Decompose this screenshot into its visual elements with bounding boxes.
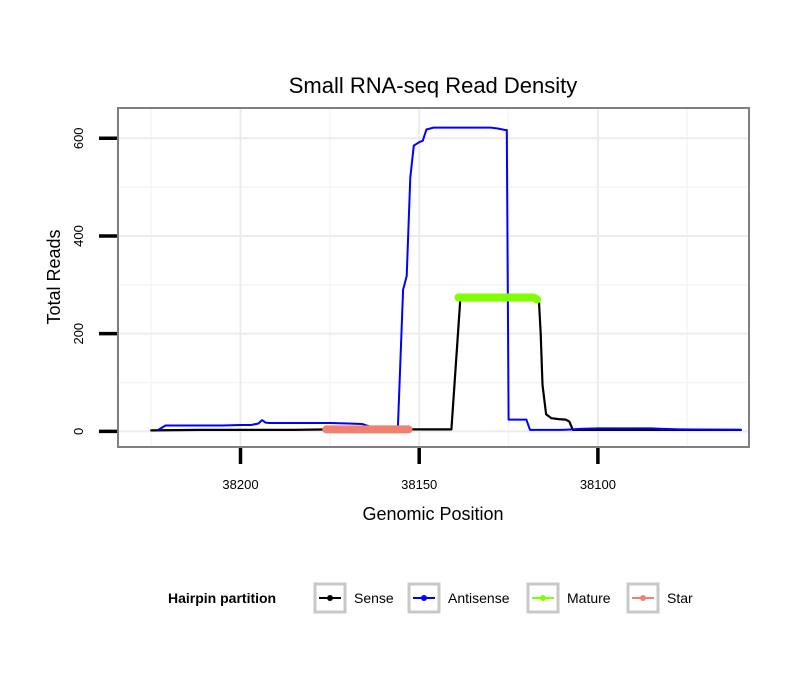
y-tick-label: 600 — [71, 127, 86, 149]
legend-label: Mature — [567, 590, 611, 606]
legend-label: Antisense — [448, 590, 510, 606]
legend-key-dot — [640, 595, 646, 601]
y-tick-label: 200 — [71, 323, 86, 345]
x-tick-label: 38150 — [401, 477, 437, 492]
y-tick-label: 400 — [71, 225, 86, 247]
series-line-mature — [454, 293, 542, 304]
legend-key-dot — [327, 595, 333, 601]
legend-key-dot — [421, 595, 427, 601]
x-axis-title: Genomic Position — [362, 504, 503, 524]
legend-label: Sense — [354, 590, 394, 606]
series-group — [150, 126, 742, 434]
series-line-antisense — [157, 126, 742, 431]
y-tick-label: 0 — [71, 428, 86, 435]
legend-item-sense: Sense — [313, 582, 394, 614]
legend: Hairpin partition Sense Antisense Mature… — [168, 582, 693, 614]
chart-title: Small RNA-seq Read Density — [289, 73, 578, 98]
y-axis-title: Total Reads — [44, 229, 64, 324]
plot-panel-border — [117, 107, 750, 448]
x-tick-label: 38200 — [222, 477, 258, 492]
axes: 38200 38150 38100 0 200 400 600 — [71, 127, 616, 492]
legend-key-dot — [540, 595, 546, 601]
x-tick-label: 38100 — [580, 477, 616, 492]
legend-item-star: Star — [626, 582, 693, 614]
legend-title: Hairpin partition — [168, 590, 276, 606]
legend-item-mature: Mature — [526, 582, 611, 614]
legend-label: Star — [667, 590, 693, 606]
grid — [119, 109, 748, 446]
legend-item-antisense: Antisense — [407, 582, 510, 614]
